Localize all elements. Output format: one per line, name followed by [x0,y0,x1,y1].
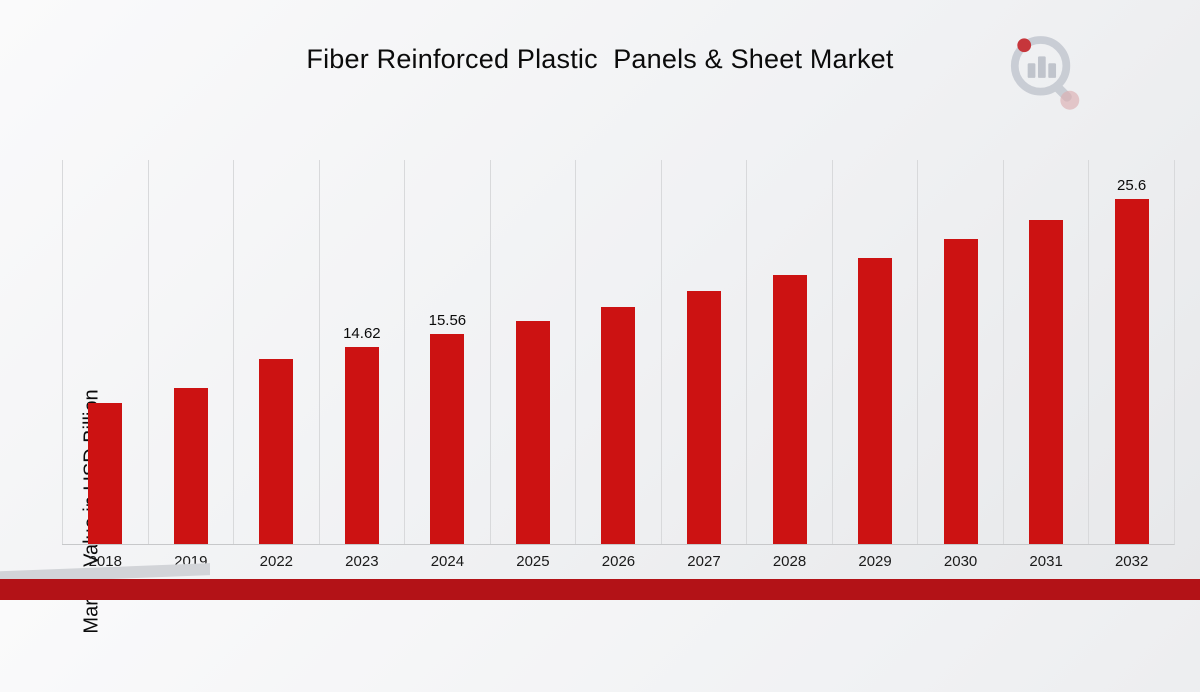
category-slot: 2018 [62,160,148,570]
bar [943,239,978,544]
x-tick-label: 2030 [943,553,978,570]
bar [601,306,636,544]
bar [686,291,721,544]
page-title: Fiber Reinforced Plastic Panels & Sheet … [306,44,894,74]
bar [1114,199,1149,544]
x-tick-label: 2025 [516,553,550,570]
x-tick-label: 2029 [858,553,892,570]
x-tick-label: 2023 [345,553,379,570]
x-tick-label: 2018 [88,553,122,570]
category-slot: 2019 [147,160,234,570]
footer-band [0,579,1200,600]
category-slot: 15.56 2024 [404,160,490,570]
bar [173,387,208,544]
value-label: 14.62 [343,325,381,343]
category-slot: 2030 [917,160,1003,570]
x-tick-label: 2024 [430,553,465,570]
plot-area: 2018 2019 2022 14.62 2023 15.56 2024 2025 2026 20… [62,160,1175,570]
category-slot: 2029 [831,160,918,570]
value-label: 25.6 [1117,177,1147,195]
bar [515,320,550,544]
category-slot: 2031 [1002,160,1089,570]
magnifier-bar-chart-icon [1010,36,1080,110]
bar [858,257,893,544]
category-slot: 2027 [660,160,747,570]
x-tick-label: 2032 [1114,553,1149,570]
x-tick-label: 2031 [1029,553,1063,570]
x-tick-label: 2028 [772,553,807,570]
x-tick-label: 2026 [601,553,636,570]
category-slot: 2025 [489,160,576,570]
x-tick-label: 2022 [259,553,294,570]
x-tick-label: 2027 [687,553,721,570]
bar [1029,219,1064,544]
value-label: 15.56 [428,312,467,330]
bar [344,347,379,544]
bar [430,334,465,544]
chart: Market Value in USD Billion 201820192022… [62,160,1175,634]
category-slot: 14.62 2023 [318,160,405,570]
bar [772,275,807,544]
category-slot: 2026 [575,160,661,570]
category-slot: 2022 [233,160,319,570]
brand-logo [998,28,1090,114]
category-slot: 25.6 2032 [1088,160,1174,570]
category-slot: 2028 [746,160,832,570]
bar [88,402,123,544]
bar [259,358,294,544]
